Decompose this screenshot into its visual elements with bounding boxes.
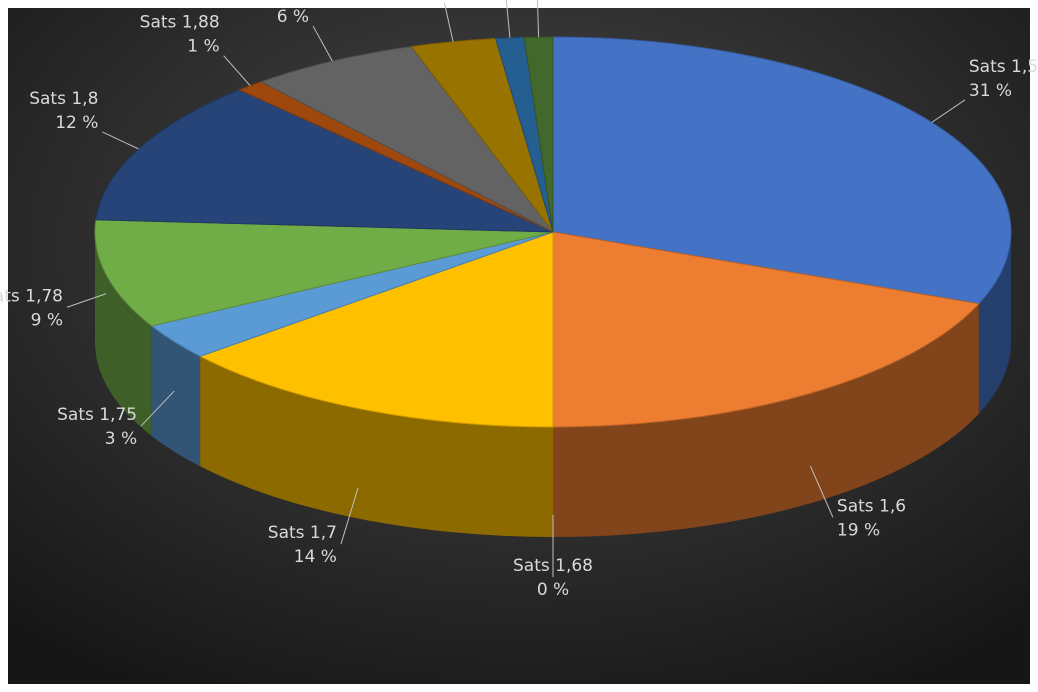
slice [552,36,1012,305]
data-label-value: 6 % [277,7,309,27]
leader-line [931,99,966,123]
slice [259,46,554,233]
leader-line [505,0,511,38]
slice [198,231,554,428]
slice-side [553,303,979,537]
data-label-name: Sats 1,75 [57,405,137,425]
data-label-name: Sats 1,78 [0,286,63,306]
slice [523,36,554,233]
leader-line [340,487,359,545]
data-label-value: 19 % [837,520,880,540]
leader-line [443,2,454,42]
slice [552,231,980,428]
slice-side [200,356,554,537]
data-label-name: Sats 1,8 [29,89,98,109]
data-label-name: Sats 1,6 [837,496,906,516]
data-label-name: Sats 1,5 [969,57,1038,77]
data-label-name: Sats 1,9 [240,0,309,3]
data-label-value: 1 % [187,37,219,57]
data-label-value: 9 % [31,310,63,330]
leader-line [809,465,834,518]
leader-line [312,25,333,62]
data-label-value: 0 % [537,580,569,600]
leader-line [66,293,107,308]
data-label-value: 14 % [294,547,337,567]
slice [94,219,554,327]
data-label-value: 3 % [105,429,137,449]
data-label-value: 31 % [969,81,1012,101]
data-label-value: 12 % [55,113,98,133]
data-label-name: Sats 1,68 [513,556,593,576]
slice-side [978,232,1011,414]
slice-side [151,325,201,467]
data-label-value: 3 % [408,0,440,4]
data-label-name: Sats 1,88 [140,13,220,33]
leader-line [536,0,540,38]
slice-side [95,232,152,436]
data-label-name: Sats 1,7 [268,523,337,543]
leader-line [140,390,175,427]
leader-line [223,55,251,87]
leader-line [102,131,139,150]
